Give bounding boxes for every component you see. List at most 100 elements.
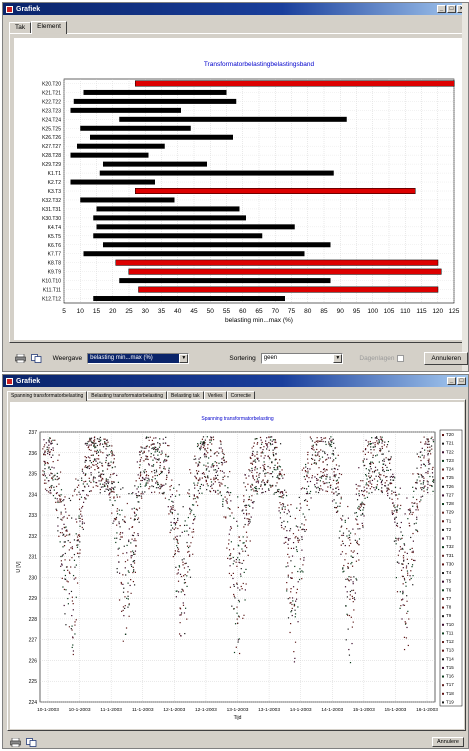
scatter-point (356, 515, 358, 518)
scatter-point (427, 487, 429, 489)
scatter-point (312, 444, 314, 446)
scatter-point (99, 444, 101, 446)
cancel-button[interactable]: Annuleren (424, 351, 468, 365)
copy-icon[interactable] (25, 737, 37, 747)
scatter-point (195, 501, 197, 503)
scatter-point (221, 462, 224, 464)
print-icon[interactable] (15, 353, 27, 363)
tab-correctie[interactable]: Correctie (226, 391, 255, 400)
scatter-point (143, 460, 145, 462)
scatter-point (262, 464, 264, 466)
scatter-point (116, 494, 118, 496)
scatter-point (357, 528, 359, 530)
scatter-point (311, 445, 313, 447)
scatter-point (382, 469, 384, 472)
chevron-down-icon[interactable]: ▼ (333, 353, 343, 363)
scatter-point (399, 607, 401, 609)
scatter-point (246, 546, 248, 549)
maximize-icon[interactable]: □ (457, 377, 466, 385)
scatter-point (207, 466, 209, 468)
print-icon[interactable] (9, 737, 21, 747)
scatter-point (279, 502, 281, 504)
scatter-point (132, 571, 134, 574)
scatter-point (333, 467, 335, 470)
scatter-point (297, 581, 299, 583)
scatter-point (233, 585, 235, 587)
scatter-point (68, 534, 70, 536)
scatter-point (381, 445, 383, 448)
sortering-select[interactable]: geen ▼ (260, 352, 344, 364)
scatter-point (198, 492, 200, 494)
minimize-icon[interactable]: _ (437, 5, 446, 13)
scatter-point (230, 553, 232, 555)
scatter-point (306, 475, 308, 477)
scatter-point (314, 462, 316, 464)
scatter-point (203, 454, 205, 456)
scatter-point (119, 533, 121, 535)
scatter-point (158, 458, 160, 460)
minimize-icon[interactable]: _ (447, 377, 456, 385)
scatter-point (238, 552, 240, 554)
scatter-point (149, 436, 151, 438)
scatter-point (184, 632, 186, 635)
scatter-point (216, 465, 218, 467)
scatter-point (276, 467, 279, 469)
tab-spanning[interactable]: Spanning transformatorbelasting (7, 391, 88, 401)
tab-tak[interactable]: Tak (9, 22, 32, 33)
scatter-point (416, 481, 418, 483)
scatter-point (359, 528, 361, 530)
scatter-point (188, 489, 190, 491)
copy-icon[interactable] (31, 353, 43, 363)
window-titlebar[interactable]: Grafiek _ □ (3, 375, 468, 387)
scatter-point (315, 491, 317, 493)
scatter-point (362, 524, 364, 527)
scatter-point (165, 455, 167, 457)
scatter-point (97, 462, 99, 464)
scatter-point (269, 472, 271, 475)
scatter-point (105, 479, 107, 481)
scatter-point (404, 623, 407, 625)
scatter-point (167, 455, 170, 458)
tab-element[interactable]: Element (31, 21, 67, 34)
scatter-point (192, 498, 195, 500)
tab-belasting-tak[interactable]: Belasting tak (166, 391, 204, 400)
scatter-point (400, 605, 402, 607)
scatter-point (244, 550, 247, 552)
scatter-point (314, 459, 316, 461)
scatter-point (292, 600, 294, 602)
legend-entry: T11 (446, 630, 454, 635)
scatter-point (223, 456, 225, 458)
scatter-point (259, 467, 262, 469)
vertical-scrollbar[interactable] (462, 3, 468, 371)
cancel-button[interactable]: Annulere (431, 737, 464, 747)
scatter-point (107, 489, 110, 491)
scatter-point (228, 492, 230, 494)
scatter-point (305, 471, 307, 473)
scatter-point (174, 554, 176, 556)
x-tick-label: 30 (142, 308, 150, 315)
maximize-icon[interactable]: □ (447, 5, 456, 13)
scatter-point (287, 562, 289, 564)
scatter-point (262, 470, 264, 472)
scatter-point (111, 491, 113, 493)
weergave-select[interactable]: belasting min...max (%) ▼ (87, 352, 190, 364)
scatter-point (281, 507, 283, 509)
scatter-point (264, 491, 267, 493)
tab-belasting-transformator[interactable]: Belasting transformatorbelasting (87, 391, 167, 400)
scatter-point (85, 465, 87, 467)
scatter-point (375, 436, 378, 438)
scatter-point (428, 463, 430, 465)
scatter-point (87, 456, 90, 458)
tab-verlies[interactable]: Verlies (203, 391, 227, 400)
scatter-point (427, 446, 429, 449)
scatter-point (99, 449, 101, 451)
scatter-point (277, 490, 280, 493)
scatter-point (61, 555, 64, 557)
scatter-point (202, 441, 205, 443)
window-titlebar[interactable]: Grafiek _ □ × (3, 3, 468, 15)
scatter-point (95, 485, 97, 487)
scatter-point (166, 476, 168, 478)
chevron-down-icon[interactable]: ▼ (179, 353, 189, 363)
scatter-point (295, 592, 298, 594)
dagenlagen-checkbox[interactable] (397, 354, 405, 362)
